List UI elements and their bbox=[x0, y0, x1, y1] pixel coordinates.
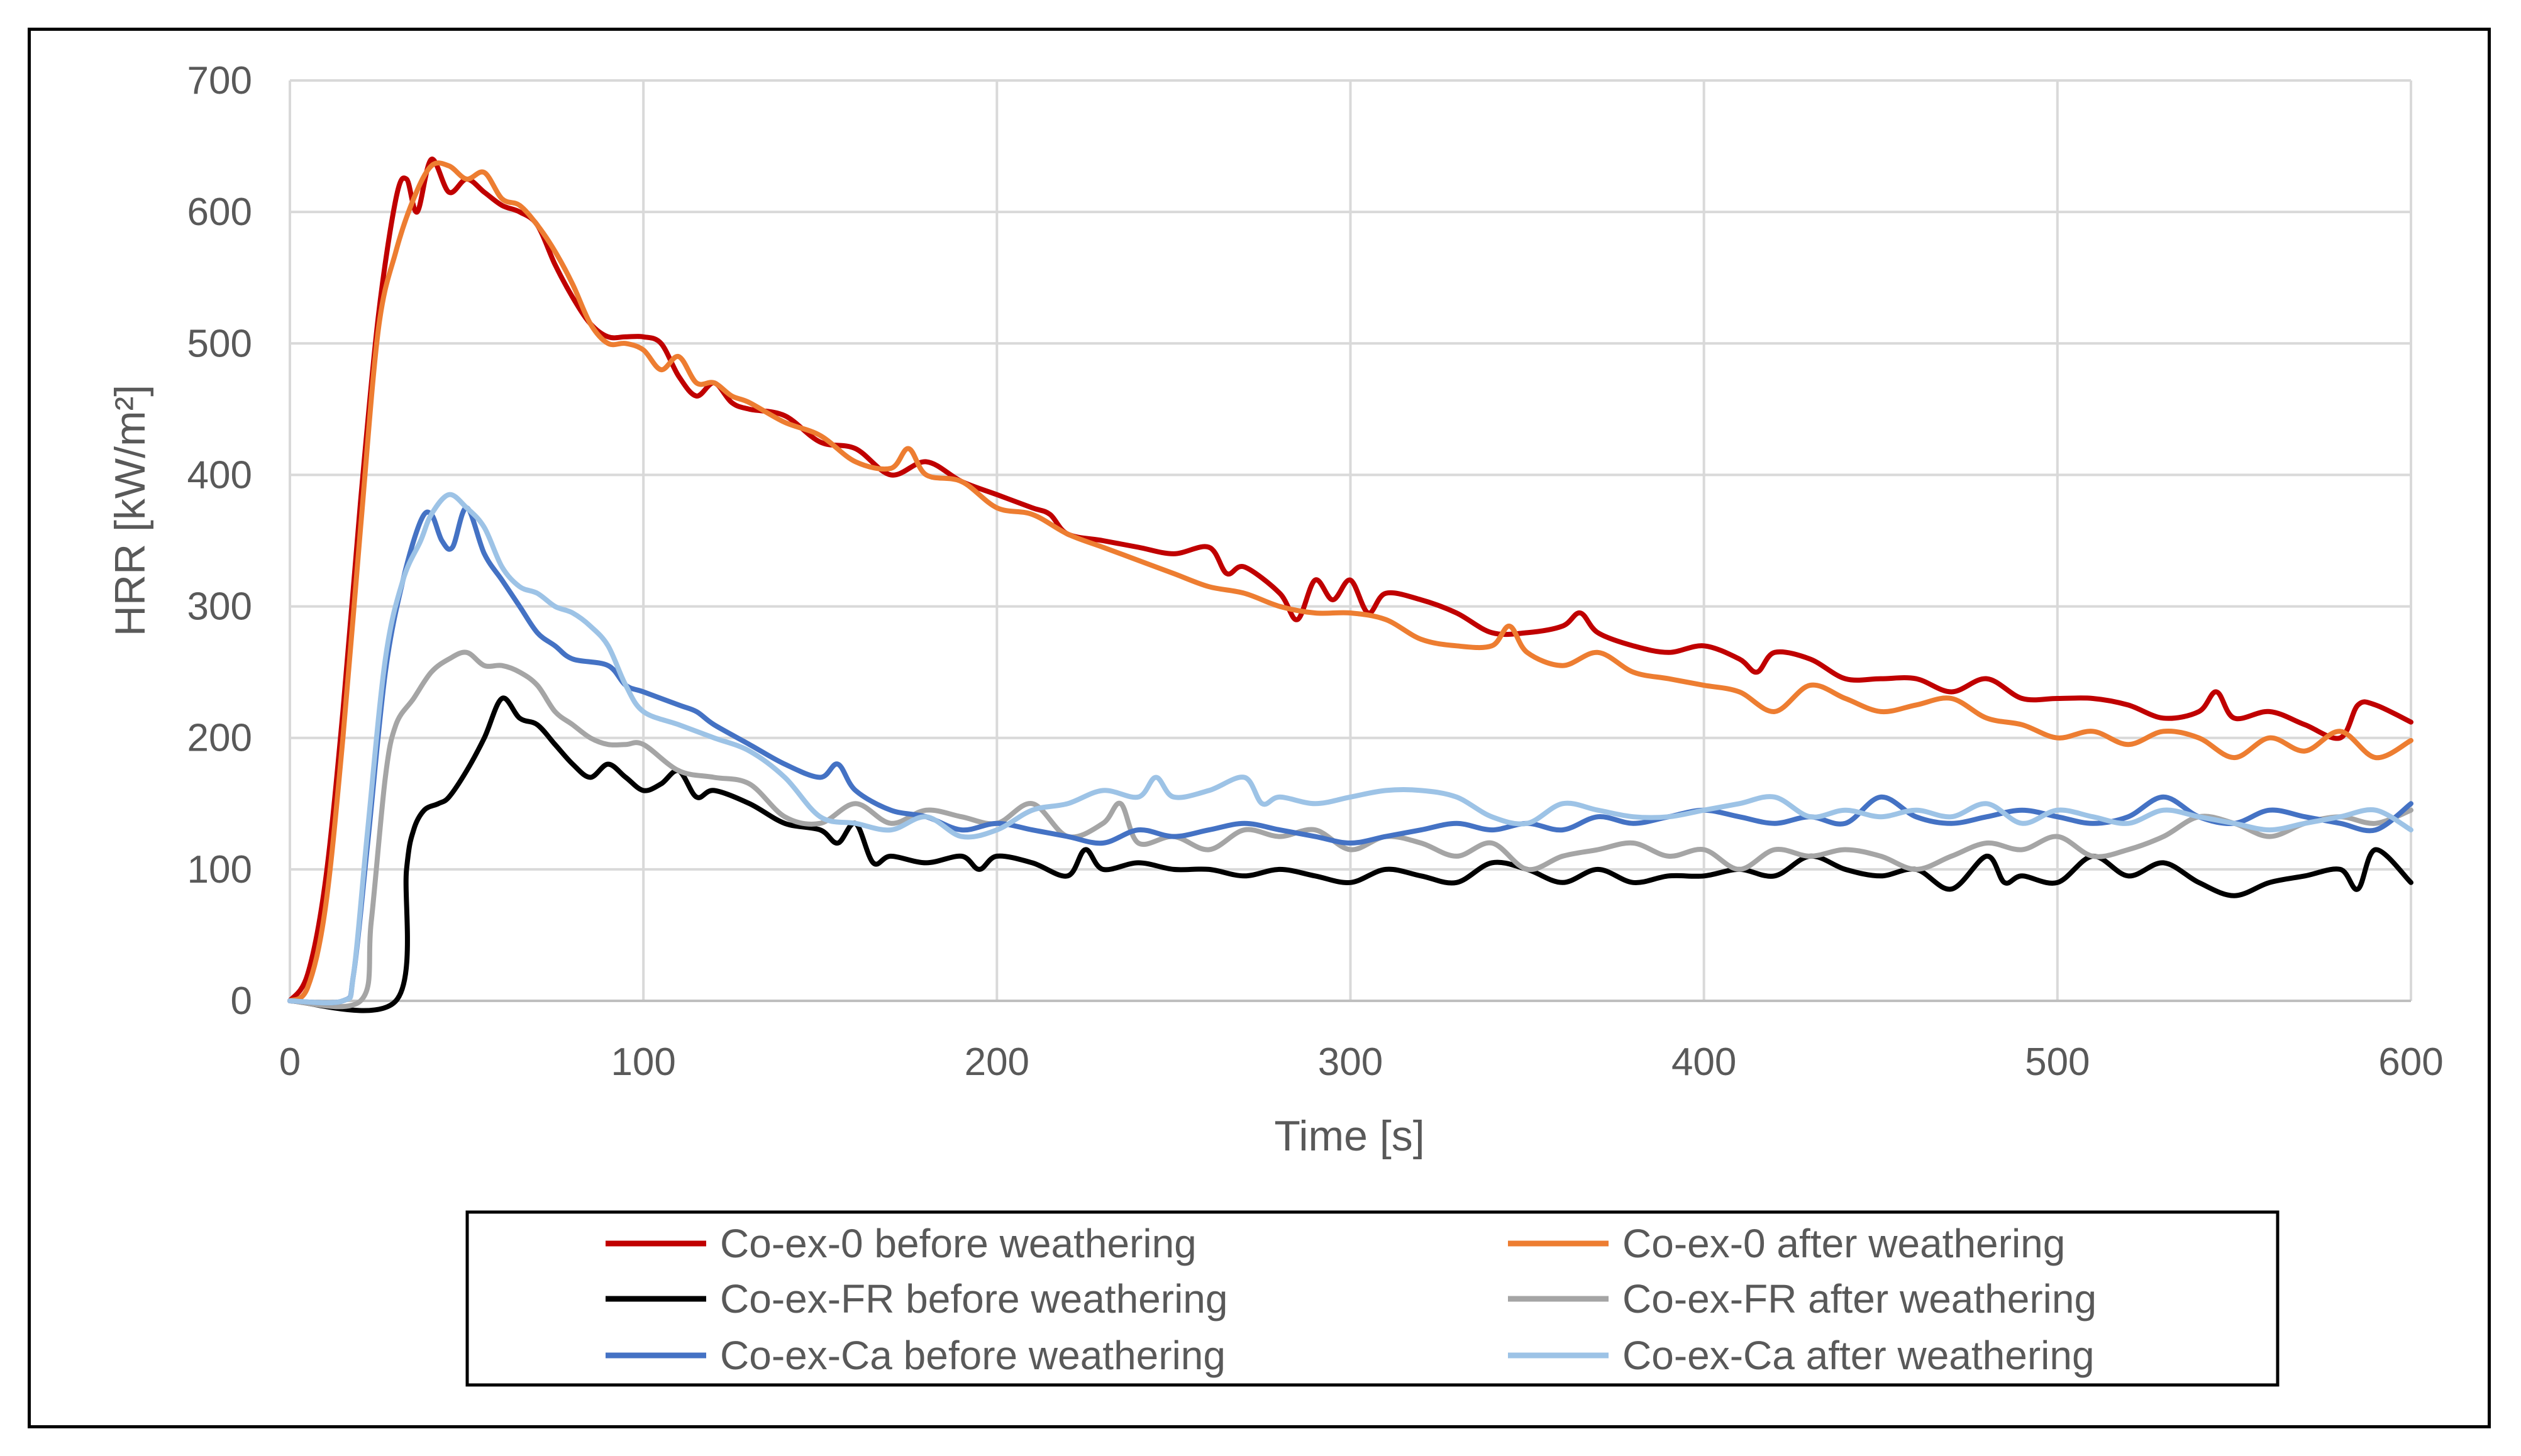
series-line-5 bbox=[287, 505, 2413, 1006]
x-tick-label: 600 bbox=[2378, 1040, 2443, 1084]
x-tick-label: 500 bbox=[2025, 1040, 2090, 1084]
series-line-1 bbox=[287, 157, 2413, 1003]
x-tick-label: 0 bbox=[279, 1040, 301, 1084]
y-tick-label: 700 bbox=[187, 59, 252, 102]
series-line-4 bbox=[287, 649, 2413, 1010]
y-tick-label: 500 bbox=[187, 322, 252, 365]
x-tick-label: 300 bbox=[1318, 1040, 1383, 1084]
chart-frame bbox=[28, 28, 2491, 1428]
y-tick-label: 200 bbox=[187, 717, 252, 760]
y-tick-label: 400 bbox=[187, 453, 252, 497]
series-line-3 bbox=[287, 695, 2413, 1013]
y-tick-label: 300 bbox=[187, 585, 252, 629]
series-line-6 bbox=[287, 492, 2413, 1006]
legend-box bbox=[465, 1210, 2280, 1387]
y-tick-label: 600 bbox=[187, 190, 252, 234]
series-line-2 bbox=[287, 160, 2413, 1003]
legend: Co-ex-0 before weathering Co-ex-0 after w… bbox=[465, 1210, 2280, 1387]
legend-label-5: Co-ex-Ca before weathering bbox=[720, 1333, 1226, 1378]
x-axis-title: Time [s] bbox=[1274, 1112, 1424, 1160]
legend-label-4: Co-ex-FR after weathering bbox=[1622, 1276, 2097, 1321]
y-tick-label: 100 bbox=[187, 848, 252, 891]
y-axis-title: HRR [kW/m²] bbox=[106, 385, 154, 636]
x-tick-labels: 0 100 200 300 400 500 600 bbox=[279, 1040, 2444, 1084]
x-tick-label: 200 bbox=[965, 1040, 1029, 1084]
x-tick-label: 100 bbox=[611, 1040, 675, 1084]
legend-label-6: Co-ex-Ca after weathering bbox=[1622, 1333, 2095, 1378]
legend-label-3: Co-ex-FR before weathering bbox=[720, 1276, 1227, 1321]
legend-label-1: Co-ex-0 before weathering bbox=[720, 1221, 1197, 1266]
series-layer bbox=[287, 157, 2413, 1013]
legend-label-2: Co-ex-0 after weathering bbox=[1622, 1221, 2065, 1266]
gridlines bbox=[289, 79, 2412, 1002]
y-tick-label: 0 bbox=[231, 979, 252, 1023]
x-tick-label: 400 bbox=[1671, 1040, 1736, 1084]
y-tick-labels: 0 100 200 300 400 500 600 700 bbox=[187, 59, 252, 1023]
